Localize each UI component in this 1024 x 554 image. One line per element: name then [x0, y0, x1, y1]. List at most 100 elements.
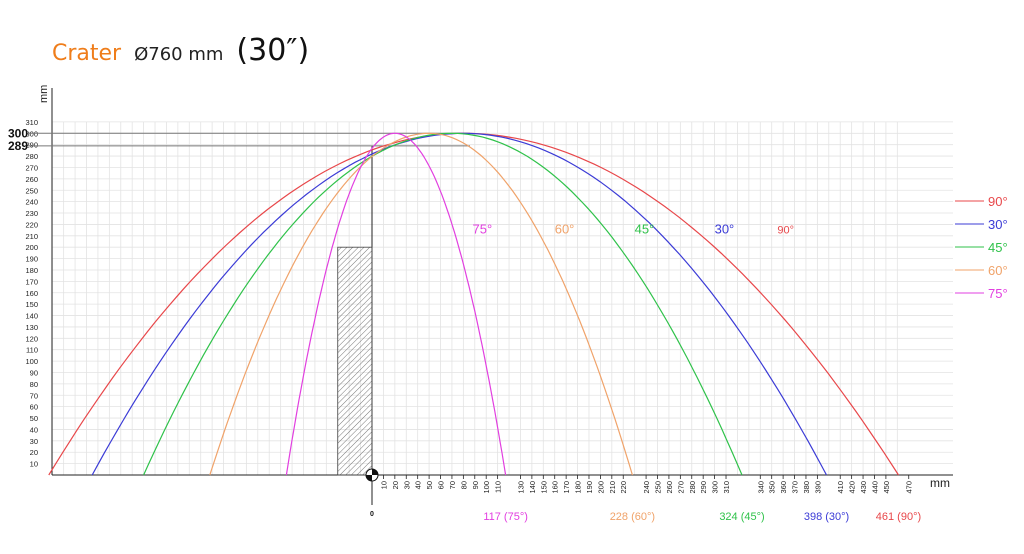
x-tick-label: 240 — [642, 481, 651, 494]
x-tick-label: 260 — [665, 481, 674, 494]
title-inches: (30″) — [236, 33, 309, 68]
y-tick-label: 210 — [25, 232, 38, 241]
x-tick-label: 180 — [574, 481, 583, 494]
y-tick-label: 260 — [25, 175, 38, 184]
x-tick-label: 350 — [768, 481, 777, 494]
x-tick-label: 370 — [791, 481, 800, 494]
x-tick-label: 190 — [585, 481, 594, 494]
x-tick-label: 210 — [608, 481, 617, 494]
x-tick-label: 380 — [802, 481, 811, 494]
ref-label: 289 — [8, 139, 28, 153]
y-tick-label: 40 — [30, 425, 38, 434]
x-tick-label: 440 — [870, 481, 879, 494]
range-label: 324 (45°) — [719, 511, 764, 523]
y-tick-label: 80 — [30, 380, 38, 389]
y-tick-label: 100 — [25, 357, 38, 366]
x-tick-label: 70 — [448, 481, 457, 489]
x-tick-label: 360 — [779, 481, 788, 494]
range-label: 398 (30°) — [804, 511, 849, 523]
x-tick-label: 300 — [711, 481, 720, 494]
x-tick-label: 340 — [756, 481, 765, 494]
x-tick-label: 160 — [551, 481, 560, 494]
x-tick-label: 140 — [528, 481, 537, 494]
curve-label: 75° — [472, 222, 492, 237]
title-diameter: Ø760 mm — [134, 44, 223, 65]
range-labels: 461 (90°) 398 (30°) 324 (45°) 228 (60°) 117 … — [483, 511, 921, 523]
x-tick-label: 50 — [425, 481, 434, 489]
y-tick-label: 280 — [25, 152, 38, 161]
curve-label: 45° — [635, 222, 655, 237]
tick-labels: 1020304050607080901001101201301401501601… — [25, 118, 913, 518]
x-tick-label: 200 — [596, 481, 605, 494]
x-tick-label: 270 — [676, 481, 685, 494]
y-tick-label: 150 — [25, 300, 38, 309]
curve-labels: 90° 30° 45° 60° 75° — [472, 222, 794, 237]
x-tick-label: 20 — [391, 481, 400, 489]
y-tick-label: 220 — [25, 220, 38, 229]
x-tick-label: 30 — [402, 481, 411, 489]
axes — [51, 88, 953, 505]
y-tick-label: 240 — [25, 198, 38, 207]
y-tick-label: 290 — [25, 141, 38, 150]
y-tick-label: 180 — [25, 266, 38, 275]
origin-marker — [365, 468, 379, 482]
x-tick-label: 450 — [882, 481, 891, 494]
obstacle-block — [337, 246, 373, 476]
x-tick-label: 150 — [539, 481, 548, 494]
x-tick-label: 390 — [813, 481, 822, 494]
ref-label: 300 — [8, 126, 28, 140]
y-tick-label: 270 — [25, 163, 38, 172]
legend: 90° 30° 45° 60° 75° — [955, 194, 1008, 301]
y-tick-label: 310 — [25, 118, 38, 127]
y-tick-label: 160 — [25, 289, 38, 298]
y-tick-label: 110 — [26, 346, 38, 355]
obstacle-rect — [337, 246, 373, 476]
x-tick-label: 100 — [482, 481, 491, 494]
trajectory-curves — [48, 132, 900, 476]
x-tick-label: 130 — [516, 481, 525, 494]
y-tick-label: 200 — [25, 243, 38, 252]
y-tick-label: 70 — [30, 391, 38, 400]
range-label: 461 (90°) — [876, 511, 921, 523]
trajectory-60deg — [209, 132, 633, 476]
trajectory-75deg — [285, 132, 507, 476]
x-tick-label: 10 — [379, 481, 388, 489]
origin-quadrant — [372, 469, 378, 475]
legend-entry: 30° — [988, 217, 1008, 232]
x-tick-label: 90 — [471, 481, 480, 489]
x-tick-label: 40 — [414, 481, 423, 489]
curve-label: 90° — [777, 225, 794, 237]
y-tick-label: 120 — [25, 334, 38, 343]
y-tick-label: 50 — [30, 414, 38, 423]
x-tick-label: 420 — [848, 481, 857, 494]
legend-entry: 45° — [988, 240, 1008, 255]
y-tick-label: 140 — [25, 312, 38, 321]
y-tick-label: 190 — [25, 255, 38, 264]
y-tick-label: 90 — [30, 368, 38, 377]
x-tick-label: 430 — [859, 481, 868, 494]
curve-label: 30° — [715, 222, 735, 237]
x-axis-label: mm — [930, 476, 950, 490]
origin-label: 0 — [370, 511, 374, 518]
chart-title: Crater Ø760 mm (30″) — [52, 33, 309, 68]
curve-label: 60° — [555, 222, 575, 237]
x-tick-label: 290 — [699, 481, 708, 494]
legend-entry: 75° — [988, 286, 1008, 301]
title-name: Crater — [52, 41, 122, 66]
x-tick-label: 220 — [619, 481, 628, 494]
range-label: 117 (75°) — [483, 511, 528, 523]
x-tick-label: 60 — [437, 481, 446, 489]
y-tick-label: 20 — [30, 448, 38, 457]
y-tick-label: 170 — [25, 277, 38, 286]
x-tick-label: 110 — [494, 481, 503, 493]
x-tick-label: 310 — [722, 481, 731, 494]
legend-entry: 90° — [988, 194, 1008, 209]
y-tick-label: 250 — [25, 186, 38, 195]
trajectory-45deg — [143, 132, 743, 476]
x-tick-label: 410 — [836, 481, 845, 494]
y-tick-label: 10 — [30, 460, 38, 469]
range-label: 228 (60°) — [610, 511, 655, 523]
x-tick-label: 250 — [654, 481, 663, 494]
y-tick-label: 60 — [30, 403, 38, 412]
